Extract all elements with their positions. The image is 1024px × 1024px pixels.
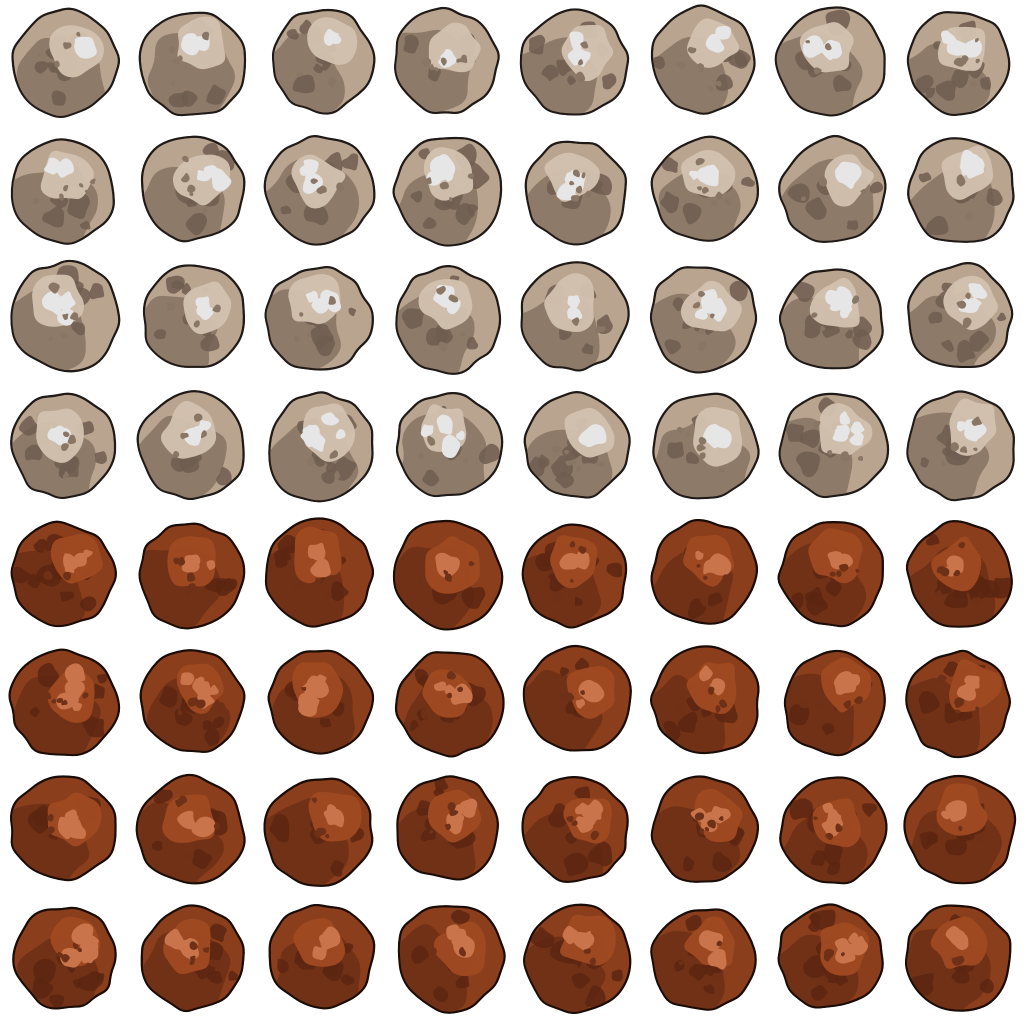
asteroid-frame-tan	[649, 266, 758, 374]
asteroid-frame-tan	[268, 391, 374, 503]
asteroid-frame-rust	[139, 649, 246, 753]
asteroid-frame-rust	[8, 648, 121, 757]
asteroid-frame-rust	[779, 776, 888, 885]
asteroid-frame-tan	[907, 262, 1014, 369]
asteroid-frame-rust	[263, 777, 374, 887]
asteroid-frame-rust	[904, 904, 1012, 1012]
asteroid-frame-rust	[777, 521, 884, 628]
asteroid-frame-rust	[649, 645, 760, 755]
asteroid-frame-tan	[774, 6, 886, 117]
asteroid-frame-tan	[524, 140, 628, 246]
asteroid-frame-rust	[650, 775, 760, 883]
asteroid-frame-tan	[138, 11, 247, 117]
asteroid-frame-rust	[650, 518, 759, 625]
asteroid-frame-tan	[523, 391, 631, 499]
asteroid-frame-tan	[778, 392, 890, 499]
asteroid-frame-tan	[778, 134, 887, 243]
asteroid-frame-rust	[522, 644, 632, 752]
asteroid-frame-rust	[521, 523, 628, 629]
asteroid-frame-rust	[650, 908, 757, 1011]
asteroid-frame-tan	[652, 392, 760, 500]
asteroid-frame-rust	[140, 904, 245, 1013]
frame-grid	[8, 4, 1017, 1015]
asteroid-frame-rust	[267, 649, 375, 755]
asteroid-frame-tan	[650, 135, 760, 242]
asteroid-frame-rust	[903, 774, 1017, 885]
asteroid-frame-tan	[140, 135, 246, 243]
asteroid-frame-tan	[392, 136, 503, 247]
asteroid-frame-rust	[10, 775, 117, 882]
asteroid-frame-rust	[523, 903, 632, 1015]
asteroid-frame-tan	[395, 264, 502, 375]
asteroid-frame-tan	[907, 137, 1015, 243]
asteroid-frame-rust	[905, 520, 1013, 628]
asteroid-frame-rust	[392, 519, 504, 631]
asteroid-frame-tan	[395, 391, 504, 498]
asteroid-frame-tan	[519, 8, 630, 116]
asteroid-frame-tan	[11, 7, 121, 119]
asteroid-frame-rust	[135, 773, 246, 885]
asteroid-frame-rust	[396, 775, 499, 881]
asteroid-frame-rust	[394, 651, 505, 758]
asteroid-frame-rust	[12, 906, 117, 1010]
asteroid-frame-tan	[10, 138, 115, 245]
asteroid-frame-tan	[142, 264, 246, 368]
asteroid-frame-rust	[783, 649, 886, 757]
asteroid-frame-tan	[136, 390, 245, 501]
asteroid-frame-tan	[394, 6, 500, 115]
asteroid-frame-tan	[778, 268, 884, 370]
asteroid-frame-tan	[263, 135, 376, 246]
asteroid-frame-tan	[264, 265, 374, 371]
